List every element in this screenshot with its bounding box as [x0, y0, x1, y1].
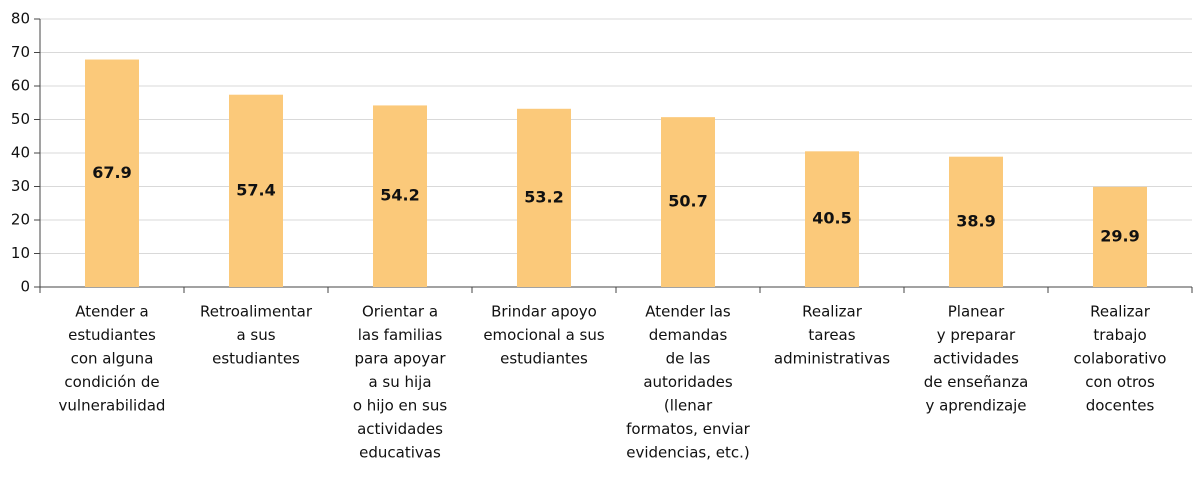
x-tick-label: estudiantes [68, 326, 156, 344]
x-tick-label: estudiantes [500, 350, 588, 368]
x-tick-label: Realizar [1090, 303, 1151, 321]
x-tick-label: educativas [359, 444, 441, 462]
y-tick-label: 70 [11, 43, 30, 61]
x-tick-label: de enseñanza [924, 373, 1029, 391]
x-tick-label: a sus [236, 326, 275, 344]
y-tick-label: 80 [11, 10, 30, 28]
bar [229, 94, 283, 288]
value-label: 40.5 [812, 209, 851, 228]
x-tick-label: y aprendizaje [925, 397, 1026, 415]
x-tick-label: condición de [64, 373, 159, 391]
y-tick-label: 30 [11, 177, 30, 195]
x-tick-label: Brindar apoyo [491, 303, 597, 321]
x-tick-label: Planear [948, 303, 1005, 321]
value-label: 29.9 [1100, 226, 1139, 245]
value-label: 38.9 [956, 211, 995, 230]
bar [949, 156, 1003, 287]
x-tick-label: docentes [1086, 397, 1155, 415]
x-tick-label: Realizar [802, 303, 863, 321]
x-tick-label: Retroalimentar [200, 303, 313, 321]
bar [517, 108, 571, 287]
x-tick-label: y preparar [937, 326, 1016, 344]
value-label: 54.2 [380, 186, 419, 205]
x-tick-label: con alguna [71, 350, 154, 368]
value-label: 53.2 [524, 187, 563, 206]
x-tick-label: (llenar [664, 397, 713, 415]
x-tick-label: las familias [358, 326, 443, 344]
x-tick-label: Orientar a [362, 303, 438, 321]
x-tick-label: Atender a [75, 303, 149, 321]
bar [805, 151, 859, 287]
x-tick-label: de las [666, 350, 711, 368]
x-tick-label: autoridades [643, 373, 733, 391]
bar [373, 105, 427, 288]
x-tick-label: tareas [808, 326, 855, 344]
bar [1093, 186, 1147, 287]
x-tick-label: o hijo en sus [353, 397, 448, 415]
x-tick-label: colaborativo [1074, 350, 1167, 368]
x-tick-label: emocional a sus [483, 326, 605, 344]
value-label: 57.4 [236, 180, 275, 199]
x-tick-label: estudiantes [212, 350, 300, 368]
bar [661, 117, 715, 287]
x-tick-label: demandas [649, 326, 728, 344]
y-tick-label: 40 [11, 144, 30, 162]
x-tick-label: a su hija [368, 373, 431, 391]
y-tick-label: 20 [11, 211, 30, 229]
x-tick-label: para apoyar [355, 350, 447, 368]
y-tick-label: 0 [20, 278, 30, 296]
y-tick-label: 60 [11, 77, 30, 95]
bar [85, 59, 139, 287]
x-tick-label: evidencias, etc.) [626, 444, 749, 462]
x-tick-label: actividades [357, 420, 443, 438]
x-tick-label: con otros [1085, 373, 1155, 391]
x-tick-label: formatos, enviar [626, 420, 751, 438]
value-label: 50.7 [668, 192, 707, 211]
y-tick-label: 50 [11, 110, 30, 128]
x-tick-label: vulnerabilidad [59, 397, 166, 415]
x-tick-label: actividades [933, 350, 1019, 368]
value-label: 67.9 [92, 163, 131, 182]
x-tick-label: Atender las [645, 303, 731, 321]
x-tick-label: administrativas [774, 350, 890, 368]
x-tick-label: trabajo [1093, 326, 1146, 344]
y-tick-label: 10 [11, 244, 30, 262]
